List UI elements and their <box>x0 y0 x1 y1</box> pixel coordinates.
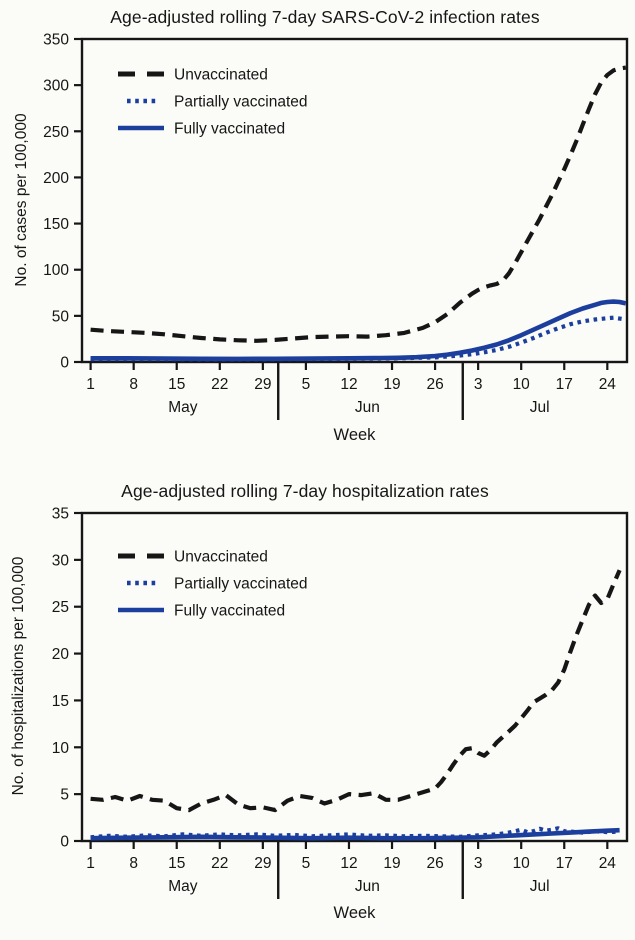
infection-rates-plot-svg: 0 50 100 150 200 250 300 350 1 8 15 22 29 5 12 19 26 3 10 1… <box>43 32 629 420</box>
legend-label: Unvaccinated <box>174 549 268 566</box>
legend-label: Fully vaccinated <box>174 603 285 620</box>
y-tick-label: 50 <box>52 308 70 325</box>
y-tick-label: 10 <box>52 740 70 757</box>
y-tick-label: 300 <box>43 78 69 95</box>
x-tick-label: 17 <box>556 855 573 872</box>
x-tick-label: 5 <box>302 376 311 393</box>
plot-frame <box>80 511 629 843</box>
y-tick-label: 100 <box>43 262 69 279</box>
series-line-unvaccinated <box>90 65 627 343</box>
y-tick-label: 200 <box>43 170 69 187</box>
legend-label: Partially vaccinated <box>174 576 308 593</box>
x-tick-label: 12 <box>340 855 357 872</box>
x-tick-label: 12 <box>340 376 357 393</box>
y-tick-label: 350 <box>43 32 69 49</box>
y-tick-label: 0 <box>60 834 69 851</box>
x-tick-label: 1 <box>86 855 95 872</box>
x-tick-label: 10 <box>513 376 531 393</box>
x-tick-label: 1 <box>86 376 95 393</box>
series-line-unvaccinated <box>90 569 622 813</box>
hospitalization-rates-plot-svg: 0 5 10 15 20 25 30 35 1 8 15 22 29 5 12 19 26 3 10 17 24 May J… <box>52 506 629 899</box>
y-tick-label: 0 <box>60 355 69 372</box>
x-tick-label: 8 <box>129 376 138 393</box>
x-tick-label: 22 <box>211 376 228 393</box>
x-axis-label: Week <box>333 904 376 922</box>
x-axis-label: Week <box>333 426 376 444</box>
y-tick-label: 30 <box>52 552 70 569</box>
y-tick-label: 15 <box>52 693 69 710</box>
x-tick-label: 26 <box>426 855 443 872</box>
x-tick-label: 10 <box>513 855 531 872</box>
x-tick-label: 29 <box>254 376 271 393</box>
x-tick-label: 29 <box>254 855 271 872</box>
month-label: Jul <box>530 399 550 416</box>
series-line-fully-vaccinated <box>90 827 620 841</box>
x-tick-label: 19 <box>383 855 400 872</box>
series-line-fully-vaccinated <box>90 299 627 362</box>
x-tick-label: 8 <box>129 855 138 872</box>
legend-label: Partially vaccinated <box>174 94 308 111</box>
legend-label: Fully vaccinated <box>174 121 285 138</box>
x-tick-label: 24 <box>599 855 617 872</box>
month-label: Jun <box>355 878 380 895</box>
x-tick-label: 24 <box>599 376 617 393</box>
y-tick-label: 5 <box>60 787 69 804</box>
y-tick-label: 150 <box>43 216 69 233</box>
x-tick-label: 15 <box>168 376 185 393</box>
x-tick-label: 19 <box>383 376 400 393</box>
y-tick-label: 250 <box>43 124 69 141</box>
y-tick-label: 20 <box>52 646 70 663</box>
month-label: May <box>168 399 198 416</box>
x-tick-label: 22 <box>211 855 228 872</box>
infection-rates-chart: Age-adjusted rolling 7-day SARS-CoV-2 in… <box>13 7 629 444</box>
y-tick-label: 35 <box>52 506 69 523</box>
plot-frame <box>80 37 629 364</box>
y-tick-label: 25 <box>52 599 69 616</box>
legend-label: Unvaccinated <box>174 67 268 84</box>
x-tick-label: 3 <box>474 855 483 872</box>
chart-title: Age-adjusted rolling 7-day hospitalizati… <box>121 481 489 501</box>
x-tick-label: 26 <box>426 376 443 393</box>
series-line-partially-vaccinated <box>90 826 620 840</box>
x-tick-label: 17 <box>556 376 573 393</box>
month-label: May <box>168 878 198 895</box>
chart-title: Age-adjusted rolling 7-day SARS-CoV-2 in… <box>110 7 540 27</box>
hospitalization-rates-chart: Age-adjusted rolling 7-day hospitalizati… <box>0 470 635 940</box>
x-tick-label: 5 <box>302 855 311 872</box>
month-label: Jun <box>355 399 380 416</box>
x-tick-label: 3 <box>474 376 483 393</box>
month-label: Jul <box>530 878 550 895</box>
x-tick-label: 15 <box>168 855 185 872</box>
